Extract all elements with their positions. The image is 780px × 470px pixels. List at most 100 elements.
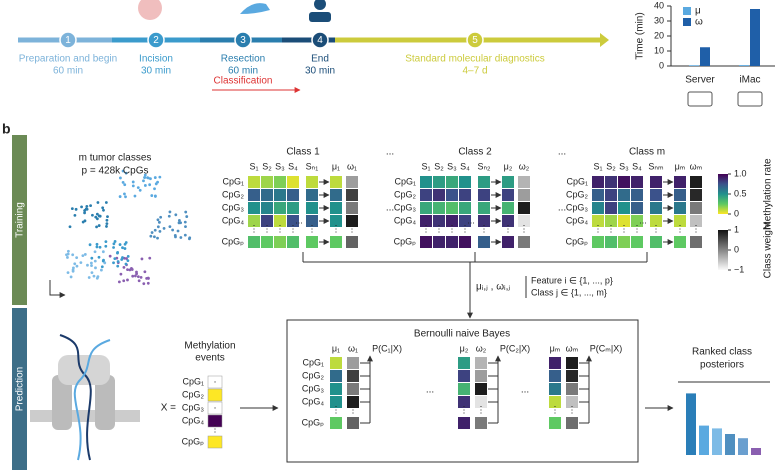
heatmap-cell [650,202,662,214]
scatter-dot [108,254,112,258]
scatter-dot [66,249,70,253]
scatter-dot [95,212,99,216]
heatmap-cell [287,176,299,188]
step-duration: 4–7 d [462,66,487,77]
column-header: μₘ [550,343,561,353]
y-tick-label: 0 [659,60,664,70]
scatter-dot [83,219,87,223]
heatmap-cell [248,176,260,188]
heatmap-cell [248,236,260,248]
scatter-dot [120,258,124,261]
scatter-dot [80,205,83,209]
x-label: X = [161,403,176,414]
colorbar [718,230,728,270]
omega-cell [475,396,487,408]
scatter-dot [81,254,85,258]
timeline-arrow [600,33,609,47]
vdots: ⋮ [349,404,358,414]
row-label: CpG₂ [394,189,417,199]
heatmap-cell [261,176,273,188]
scatter-dot [90,264,93,268]
bar [750,9,760,66]
device-icon [737,91,763,107]
row-label: CpG₂ [566,189,589,199]
scatter-dot [106,215,109,219]
scatter-dot [176,229,180,233]
column-header: S₁ [421,161,430,171]
scatter-dot [159,215,163,219]
heatmap-cell [287,236,299,248]
step-circle [59,31,77,49]
model-title: Bernoulli naive Bayes [414,329,510,340]
scatter-dot [149,177,152,181]
heatmap-cell [592,189,604,201]
class-ellipsis: ... [386,203,394,214]
mu-cell [330,383,342,395]
scatter-dot [70,207,74,211]
scatter-dot [124,262,128,266]
heatmap-cell [631,236,643,248]
scatter-dot [105,218,109,222]
column-header: ωₘ [690,161,703,171]
panel-label: b [2,121,11,137]
vdots: ⋮ [504,223,513,233]
omega-cell [518,176,530,188]
row-label: CpG₄ [222,215,245,225]
heatmap-cell [420,215,432,227]
bar [739,65,749,66]
scatter-dot [126,278,129,282]
omega-cell [346,215,358,227]
scatter-dot [87,276,91,279]
column-header: μ₂ [504,161,513,171]
scatter-dot [134,274,137,278]
omega-cell [518,215,530,227]
step-number: 3 [240,35,246,46]
colorbar [718,174,728,214]
scatter-dot [112,246,115,249]
classification-label: Classification [214,76,273,87]
heatmap-cell [261,202,273,214]
block-ellipsis: ... [426,385,434,396]
scatter-dot [137,279,141,283]
column-header: μ₁ [332,161,340,171]
scatter-dot [98,245,102,249]
prediction-label: Prediction [15,367,26,411]
row-label: CpG₁ [182,376,204,386]
scatter-dot [66,271,70,275]
scatter-dot [104,240,108,244]
vdots: ⋮ [477,404,486,414]
omega-cell [346,236,358,248]
row-label: CpG₂ [302,370,325,380]
scatter-dot [125,257,128,260]
heatmap-cell [420,236,432,248]
row-label: CpGₚ [394,236,417,246]
heatmap-cell [287,202,299,214]
omega-cell [690,236,702,248]
scatter-dot [126,254,130,258]
heatmap-cell [274,215,286,227]
scatter-dot [126,259,130,262]
scatter-dot [156,218,160,222]
scatter-dot [183,233,187,237]
heatmap-cell [478,202,490,214]
scatter-dot [158,229,162,233]
scatter-dot [102,208,105,212]
heatmap-cell [248,189,260,201]
mu-cell [458,417,470,429]
heatmap-cell [306,215,318,227]
scatter-dot [143,270,147,274]
heatmap-cell [650,189,662,201]
heatmap-cell [459,202,471,214]
heatmap-cell [433,202,445,214]
scatter-dot [97,255,101,259]
vdots: ⋮ [211,423,220,433]
row-label: CpG₁ [566,176,588,186]
device-icon [687,91,713,107]
mu-cell [549,357,561,369]
colorbar-title: Methylation rate [763,158,774,230]
block-ellipsis: ... [521,385,529,396]
column-header: μ₁ [332,343,340,353]
heatmap-cell [592,215,604,227]
column-header: S₄ [460,161,470,171]
step-label: Preparation and begin [19,54,117,65]
